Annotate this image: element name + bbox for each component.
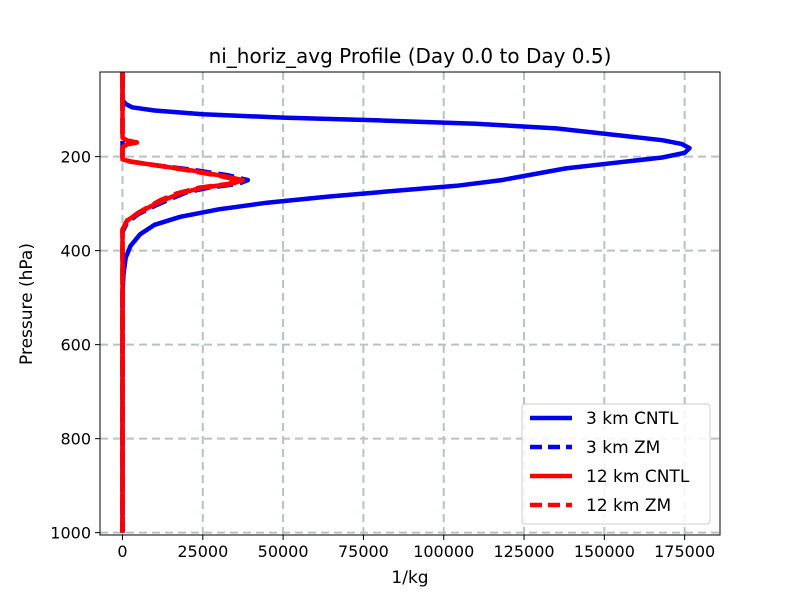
x-tick-label: 125000 <box>494 542 555 561</box>
legend: 3 km CNTL 3 km ZM 12 km CNTL 12 km ZM <box>521 403 711 525</box>
y-tick-label: 600 <box>60 336 91 355</box>
y-axis: 200 400 600 800 1000 <box>50 148 100 543</box>
legend-label: 12 km ZM <box>586 496 671 516</box>
series-line-12-km-zm <box>120 72 241 533</box>
legend-label: 3 km ZM <box>586 438 660 458</box>
y-axis-title: Pressure (hPa) <box>17 243 37 365</box>
legend-label: 3 km CNTL <box>586 409 679 429</box>
y-tick-label: 400 <box>60 242 91 261</box>
x-tick-label: 75000 <box>338 542 389 561</box>
y-tick-label: 200 <box>60 148 91 167</box>
x-axis-title: 1/kg <box>391 568 428 588</box>
x-axis: 0 25000 50000 75000 100000 125000 150000 175000 <box>117 535 715 561</box>
x-tick-label: 100000 <box>413 542 474 561</box>
x-tick-label: 50000 <box>258 542 309 561</box>
series-layer <box>120 72 692 533</box>
chart-title: ni_horiz_avg Profile (Day 0.0 to Day 0.5… <box>209 44 612 68</box>
x-tick-label: 0 <box>117 542 127 561</box>
legend-box <box>521 403 711 525</box>
x-tick-label: 150000 <box>574 542 635 561</box>
series-line-3-km-cntl <box>120 72 692 533</box>
y-tick-label: 1000 <box>50 524 91 543</box>
legend-label: 12 km CNTL <box>586 467 690 487</box>
x-tick-label: 25000 <box>177 542 228 561</box>
x-tick-label: 175000 <box>654 542 715 561</box>
y-tick-label: 800 <box>60 430 91 449</box>
plot-frame <box>99 71 721 536</box>
